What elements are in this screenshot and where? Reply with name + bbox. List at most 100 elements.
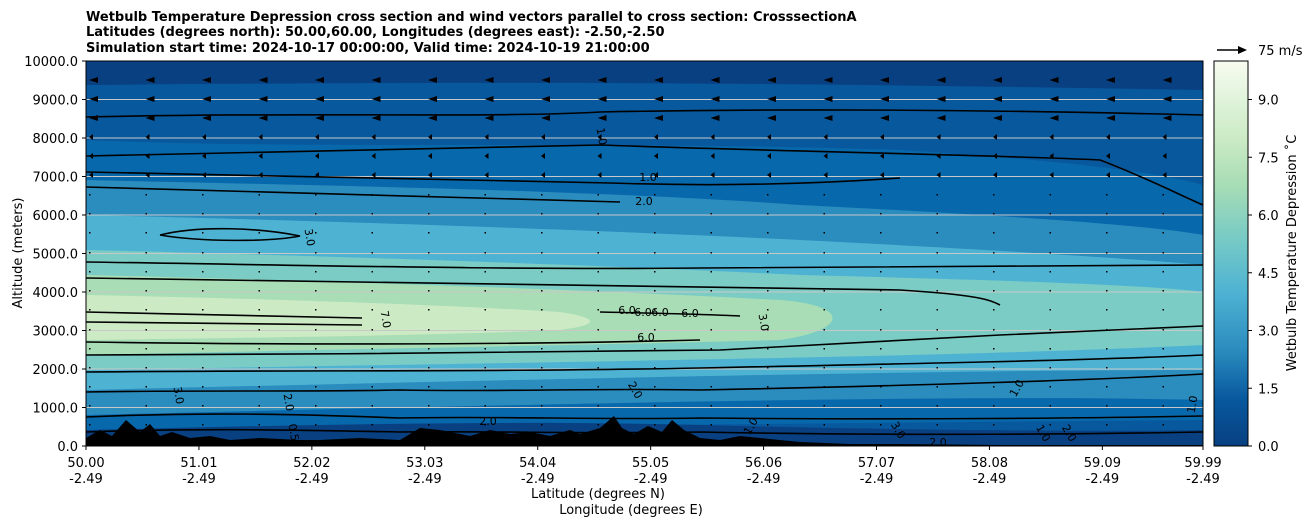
- wind-vector-243: [767, 367, 769, 369]
- wind-vector-1: [89, 96, 98, 102]
- wind-vector-206: [654, 386, 656, 388]
- wind-vector-121: [428, 213, 430, 215]
- wind-vector-62: [258, 172, 263, 178]
- wind-vector-251: [823, 153, 828, 159]
- wind-vector-104: [371, 252, 373, 254]
- x-tick-lat-2: 52.02: [293, 456, 330, 471]
- wind-vector-272: [880, 194, 882, 196]
- wind-vector-343: [1106, 96, 1115, 102]
- wind-vector-0: [89, 77, 98, 83]
- wind-vector-141: [484, 232, 486, 234]
- wind-vector-221: [710, 309, 712, 311]
- wind-vector-85: [315, 252, 317, 254]
- wind-vector-348: [1106, 194, 1108, 196]
- wind-vector-233: [767, 172, 771, 178]
- wind-vector-124: [428, 271, 430, 273]
- wind-vector-36: [145, 405, 147, 407]
- wind-vector-361: [1162, 77, 1172, 83]
- contour-label-5: 6.0: [634, 306, 652, 319]
- wind-vector-325: [1049, 115, 1059, 121]
- wind-vector-109: [371, 348, 373, 350]
- wind-vector-246: [767, 424, 769, 426]
- x-tick-lat-0: 50.00: [67, 456, 104, 471]
- wind-vector-318: [993, 348, 995, 350]
- x-tick-lon-1: -2.49: [182, 472, 216, 487]
- wind-vector-211: [710, 115, 720, 121]
- wind-vector-171: [597, 77, 607, 83]
- wind-vector-341: [1049, 424, 1051, 426]
- wind-vector-212: [710, 134, 715, 140]
- x-tick-lon-2: -2.49: [295, 472, 329, 487]
- wind-vector-107: [371, 309, 373, 311]
- wind-vector-54: [202, 386, 204, 388]
- contour-label-6: 6.0: [651, 306, 669, 319]
- wind-vector-64: [258, 213, 260, 215]
- wind-vector-142: [484, 252, 486, 254]
- y-tick-label-0: 0.0: [57, 440, 78, 455]
- wind-vector-66: [258, 252, 260, 254]
- wind-vector-276: [880, 271, 882, 273]
- wind-vector-245: [767, 405, 769, 407]
- wind-vector-97: [371, 115, 381, 121]
- wind-vector-114: [428, 77, 437, 83]
- wind-vector-299: [936, 348, 938, 350]
- wind-vector-179: [597, 232, 599, 234]
- wind-vector-28: [145, 252, 147, 254]
- wind-vector-267: [880, 96, 889, 102]
- wind-vector-158: [541, 194, 543, 196]
- wind-vector-86: [315, 271, 317, 273]
- wind-vector-9: [89, 252, 91, 254]
- wind-vector-352: [1106, 271, 1108, 273]
- wind-vector-313: [993, 252, 995, 254]
- filled-contour-bands: [86, 61, 1203, 446]
- wind-vector-2: [89, 115, 98, 121]
- wind-vector-14: [89, 348, 91, 350]
- wind-vector-96: [371, 96, 381, 102]
- wind-vector-83: [315, 213, 317, 215]
- y-tick-label-2: 2000.0: [33, 363, 79, 378]
- wind-vector-264: [823, 405, 825, 407]
- wind-vector-220: [710, 290, 712, 292]
- contour-label-4: 6.0: [618, 304, 636, 317]
- wind-vector-210: [710, 96, 720, 102]
- x-tick-lat-10: 59.99: [1184, 456, 1221, 471]
- wind-vector-50: [202, 309, 204, 311]
- wind-vector-68: [258, 290, 260, 292]
- wind-vector-33: [145, 348, 147, 350]
- wind-vector-163: [541, 290, 543, 292]
- wind-vector-152: [541, 77, 550, 83]
- x-tick-lat-6: 56.06: [745, 456, 782, 471]
- wind-vector-342: [1106, 77, 1115, 83]
- wind-vector-232: [767, 153, 771, 159]
- wind-vector-122: [428, 232, 430, 234]
- wind-vector-374: [1162, 329, 1164, 331]
- x-axis-ticks: 50.00-2.4951.01-2.4952.02-2.4953.03-2.49…: [67, 446, 1222, 487]
- wind-vector-240: [767, 309, 769, 311]
- wind-vector-346: [1106, 153, 1110, 159]
- x-tick-lon-7: -2.49: [860, 472, 894, 487]
- wind-vector-126: [428, 309, 430, 311]
- wind-vector-22: [145, 134, 150, 140]
- wind-vector-300: [936, 367, 938, 369]
- wind-vector-247: [823, 77, 833, 83]
- wind-vector-295: [936, 271, 938, 273]
- wind-vector-305: [993, 96, 1002, 102]
- x-tick-lon-9: -2.49: [1086, 472, 1120, 487]
- wind-vector-311: [993, 213, 995, 215]
- contour-label-14: 2.0: [479, 415, 497, 428]
- x-tick-lon-10: -2.49: [1186, 472, 1220, 487]
- plot-area: 1.01.02.03.06.06.0 6.0 6.07.06.03.03.0 2.02…: [86, 61, 1203, 446]
- wind-vector-101: [371, 194, 373, 196]
- y-tick-label-10: 10000.0: [24, 55, 78, 70]
- wind-vector-189: [597, 424, 599, 426]
- wind-vector-30: [145, 290, 147, 292]
- wind-vector-11: [89, 290, 91, 292]
- y-tick-label-8: 8000.0: [33, 132, 79, 147]
- wind-vector-242: [767, 348, 769, 350]
- wind-vector-315: [993, 290, 995, 292]
- wind-vector-306: [993, 115, 1002, 121]
- wind-vector-184: [597, 329, 599, 331]
- wind-vector-370: [1162, 252, 1164, 254]
- contour-line-3: [159, 227, 301, 242]
- x-tick-lat-4: 54.04: [519, 456, 556, 471]
